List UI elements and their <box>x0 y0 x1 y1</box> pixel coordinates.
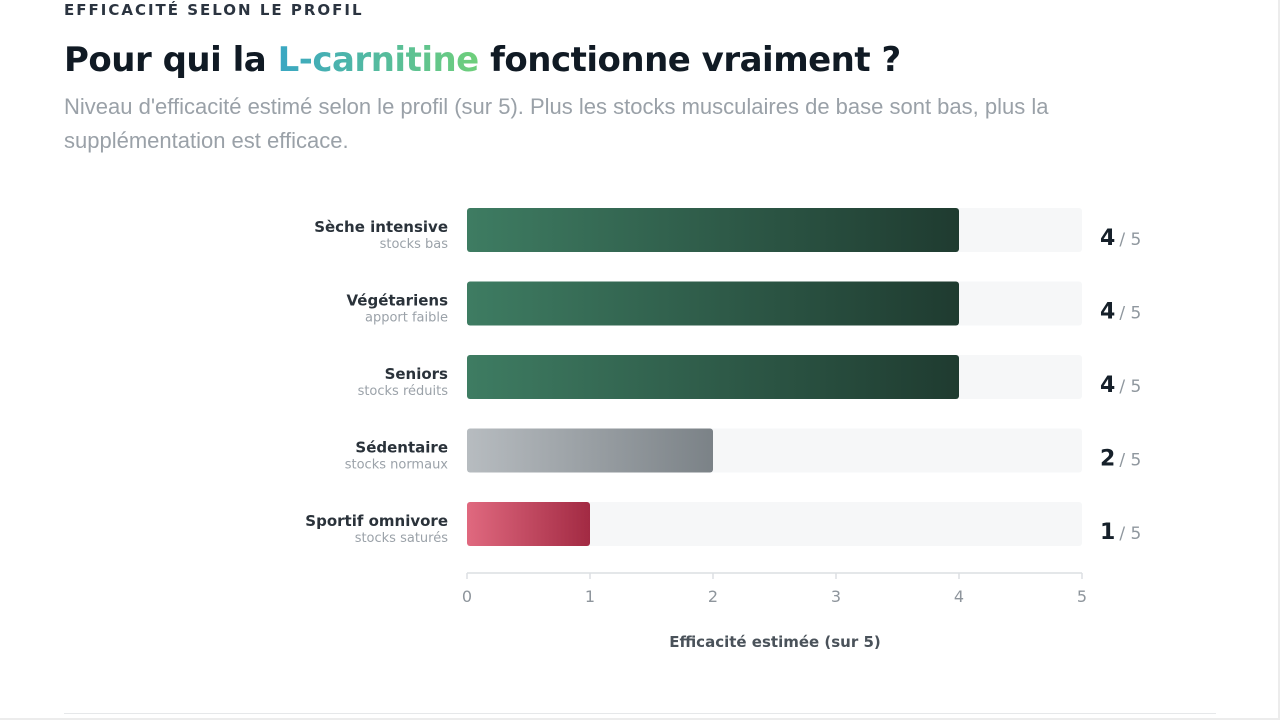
x-axis: 0 1 2 3 4 5 <box>462 572 1087 606</box>
x-axis-label: Efficacité estimée (sur 5) <box>669 633 881 651</box>
title-end: fonctionne vraiment ? <box>478 40 901 80</box>
category-label-seche-intensive: Sèche intensive <box>314 218 448 236</box>
value-label-seche-intensive: 4/ 5 <box>1100 226 1141 251</box>
bottom-divider <box>64 713 1216 714</box>
value-label-sportif-omnivore: 1/ 5 <box>1100 520 1141 545</box>
x-tick-label-4: 4 <box>954 587 964 606</box>
x-tick-label-0: 0 <box>462 587 472 606</box>
bar-sedentaire <box>467 428 713 473</box>
title-start: Pour qui la <box>64 40 278 80</box>
chart-subtitle: Niveau d'efficacité estimé selon le prof… <box>64 94 1049 153</box>
category-label-sportif-omnivore: Sportif omnivore <box>305 512 448 530</box>
category-sublabel-sedentaire: stocks normaux <box>345 458 449 473</box>
x-tick-label-5: 5 <box>1077 587 1087 606</box>
value-label-vegetariens: 4/ 5 <box>1100 300 1141 325</box>
x-tick-label-3: 3 <box>831 587 841 606</box>
category-sublabel-seniors: stocks réduits <box>358 384 449 399</box>
bar-sportif-omnivore <box>467 502 590 546</box>
bar-track-sportif-omnivore <box>467 502 1082 546</box>
category-label-seniors: Seniors <box>385 365 448 383</box>
category-label-vegetariens: Végétariens <box>347 292 449 310</box>
category-sublabel-vegetariens: apport faible <box>365 311 448 326</box>
value-label-seniors: 4/ 5 <box>1100 373 1141 398</box>
value-label-sedentaire: 2/ 5 <box>1100 447 1141 472</box>
bars <box>467 208 959 546</box>
title-accent: L-carnitine <box>277 40 480 80</box>
x-tick-label-2: 2 <box>708 587 718 606</box>
chart-eyebrow: EFFICACITÉ SELON LE PROFIL <box>64 1 364 19</box>
category-label-sedentaire: Sédentaire <box>355 439 448 457</box>
x-tick-label-1: 1 <box>585 587 595 606</box>
value-labels: 4/ 5 4/ 5 4/ 5 2/ 5 1/ 5 <box>1100 226 1141 545</box>
bar-vegetariens <box>467 281 959 326</box>
category-sublabel-sportif-omnivore: stocks saturés <box>355 531 449 546</box>
bar-seche-intensive <box>467 208 959 252</box>
category-sublabel-seche-intensive: stocks bas <box>380 237 449 252</box>
chart-title: Pour qui la L-carnitine fonctionne vraim… <box>64 36 901 84</box>
bar-seniors <box>467 355 959 399</box>
